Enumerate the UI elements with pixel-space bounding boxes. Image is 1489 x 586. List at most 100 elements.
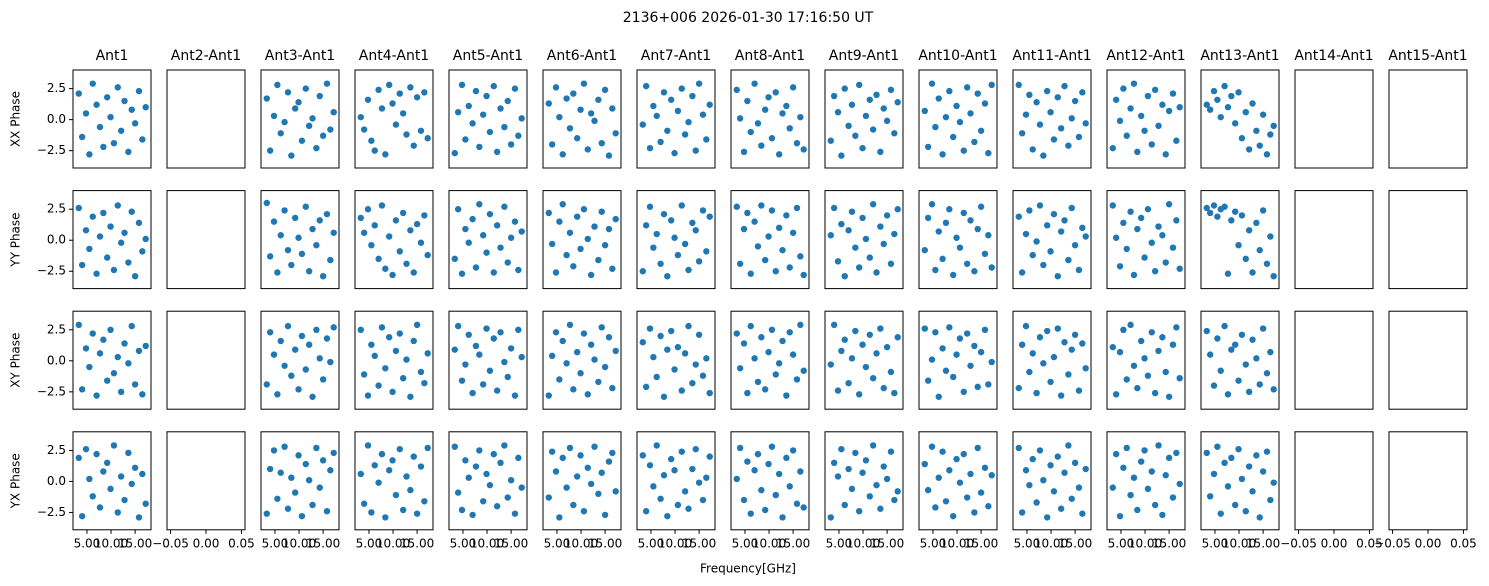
point	[360, 500, 368, 507]
point	[1026, 91, 1033, 99]
point	[841, 336, 848, 343]
point	[946, 324, 953, 331]
point	[298, 137, 306, 144]
point	[977, 489, 985, 496]
point	[1173, 449, 1180, 457]
point	[131, 272, 139, 280]
point	[1040, 476, 1047, 484]
point	[924, 214, 932, 222]
point	[309, 501, 316, 509]
point	[1061, 469, 1068, 476]
point	[1263, 370, 1271, 377]
point	[1144, 485, 1152, 493]
point	[924, 377, 932, 384]
point	[1169, 90, 1177, 97]
point	[577, 452, 584, 459]
point	[319, 132, 327, 139]
y-tick-label: 0.0	[47, 112, 66, 126]
point	[368, 341, 375, 348]
point	[653, 230, 660, 238]
panel-frame	[72, 69, 152, 169]
point	[469, 389, 476, 397]
point	[1231, 120, 1239, 127]
point	[699, 207, 707, 214]
point	[1214, 335, 1221, 342]
point	[1029, 251, 1036, 259]
point	[399, 374, 407, 382]
point	[486, 128, 494, 136]
point	[1159, 334, 1166, 341]
point	[830, 459, 838, 467]
point	[86, 363, 93, 371]
point	[357, 470, 364, 478]
point	[671, 149, 678, 157]
point	[789, 447, 797, 454]
point	[96, 233, 104, 240]
y-axis-label: YX Phase	[9, 453, 23, 509]
point	[407, 227, 414, 234]
point	[458, 506, 466, 514]
point	[93, 101, 100, 108]
point	[93, 392, 100, 399]
point	[396, 330, 403, 337]
point	[789, 229, 797, 236]
point	[1228, 454, 1235, 462]
panel-frame	[166, 69, 246, 169]
point	[375, 86, 382, 94]
point	[454, 322, 462, 330]
point	[1033, 99, 1040, 106]
x-tick-label: 10.00	[564, 536, 598, 550]
point	[783, 392, 790, 399]
point	[1245, 463, 1253, 470]
point	[921, 460, 928, 468]
point	[107, 223, 114, 230]
point	[650, 244, 657, 251]
point	[779, 246, 786, 254]
point	[421, 379, 428, 387]
point	[1141, 355, 1148, 362]
point	[1162, 259, 1169, 266]
point	[921, 325, 928, 332]
point	[1022, 322, 1030, 330]
point	[1144, 206, 1152, 213]
point	[894, 206, 901, 213]
point	[692, 361, 699, 368]
x-tick-label: 15.00	[118, 536, 152, 550]
point	[974, 444, 981, 452]
point	[1029, 146, 1036, 153]
y-tick-label: 2.5	[47, 443, 66, 457]
point	[689, 379, 696, 387]
point	[685, 322, 692, 330]
point	[971, 268, 978, 275]
point	[110, 442, 118, 449]
point	[1040, 360, 1047, 367]
point	[465, 331, 472, 338]
point	[1075, 266, 1083, 274]
point	[939, 151, 946, 158]
point	[891, 130, 898, 137]
x-tick-label: 5.00	[732, 536, 759, 550]
point	[1015, 213, 1022, 220]
point	[399, 110, 407, 117]
point	[1109, 484, 1116, 491]
point	[797, 253, 804, 260]
point	[609, 384, 616, 392]
point	[786, 125, 793, 132]
point	[639, 121, 646, 128]
point	[1036, 447, 1044, 454]
point	[302, 366, 309, 373]
point	[1253, 219, 1260, 227]
point	[740, 340, 748, 347]
point	[545, 100, 552, 107]
point	[462, 361, 469, 368]
point	[319, 376, 327, 383]
x-tick-label: 15.00	[400, 536, 434, 550]
point	[1134, 506, 1141, 514]
x-tick-label: 5.00	[638, 536, 665, 550]
point	[1057, 392, 1065, 399]
point	[855, 81, 863, 89]
point	[733, 203, 740, 210]
point	[413, 321, 421, 329]
point	[563, 95, 570, 102]
point	[660, 472, 668, 479]
